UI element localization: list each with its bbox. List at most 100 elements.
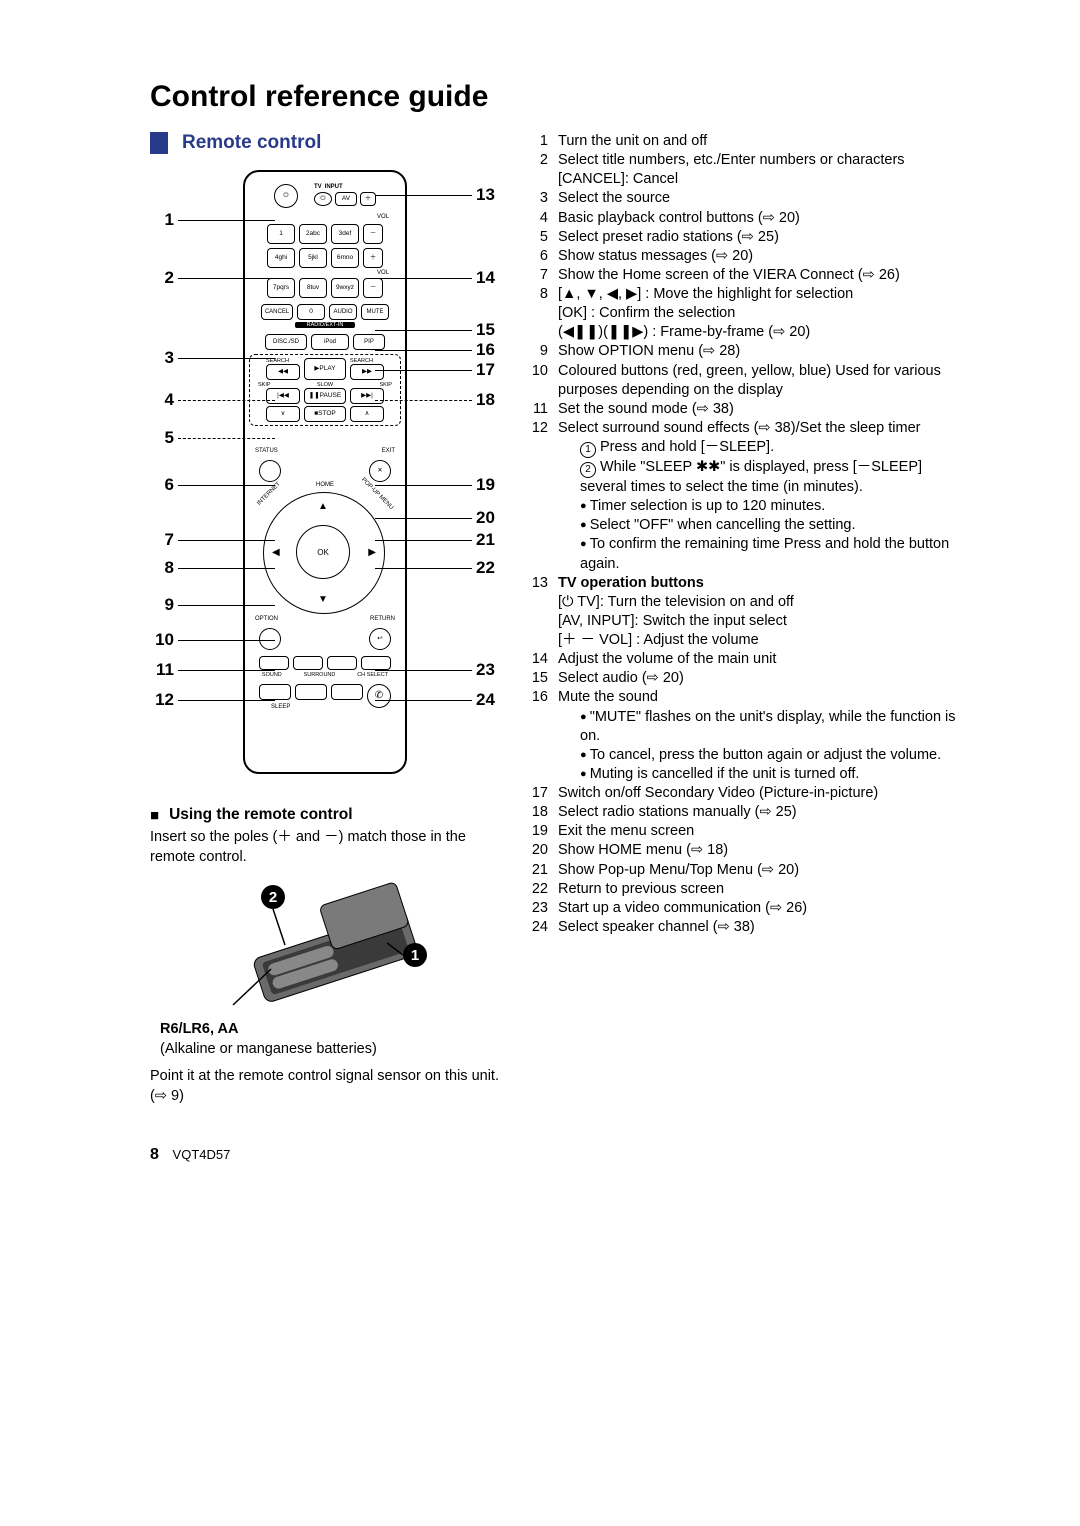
av-button: AV <box>335 192 357 206</box>
page-number: 8 <box>150 1146 159 1163</box>
def-text-20: Show HOME menu (⇨ 18) <box>558 841 960 860</box>
svg-text:2: 2 <box>269 889 277 906</box>
def-extra: (◀❚❚)(❚❚▶) : Frame-by-frame (⇨ 20) <box>558 323 960 342</box>
key-5: 5jkl <box>299 248 327 268</box>
callout-21: 21 <box>476 530 500 550</box>
callout-23: 23 <box>476 660 500 680</box>
def-extra: [⏻ TV]: Turn the television on and off <box>558 593 960 612</box>
def-text-10: Coloured buttons (red, green, yellow, bl… <box>558 362 960 400</box>
square-bullet-icon: ■ <box>150 807 159 824</box>
pause-button: ❚❚PAUSE <box>304 388 346 404</box>
callout-19: 19 <box>476 475 500 495</box>
callout-line-16 <box>375 350 472 351</box>
up-arrow-icon: ▲ <box>318 501 328 512</box>
def-text-17: Switch on/off Secondary Video (Picture-i… <box>558 784 960 803</box>
def-num-15: 15 <box>530 669 558 688</box>
def-item-9: Show OPTION menu (⇨ 28) <box>558 342 960 361</box>
def-num-10: 10 <box>530 362 558 400</box>
pip-button: PIP <box>353 334 385 350</box>
def-item-1: Turn the unit on and off <box>558 132 960 151</box>
def-num-16: 16 <box>530 688 558 784</box>
def-num-8: 8 <box>530 285 558 342</box>
callout-22: 22 <box>476 558 500 578</box>
option-button <box>259 628 281 650</box>
preset-down: ∨ <box>266 406 300 422</box>
callout-7: 7 <box>150 530 174 550</box>
def-text-23: Start up a video communication (⇨ 26) <box>558 899 960 918</box>
def-num-1: 1 <box>530 132 558 151</box>
callout-line-9 <box>178 605 275 606</box>
key-3: 3def <box>331 224 359 244</box>
rew-button: ◀◀ <box>266 364 300 380</box>
def-item-13: TV operation buttons[⏻ TV]: Turn the tel… <box>558 574 960 651</box>
status-label: STATUS <box>255 448 278 454</box>
def-item-20: Show HOME menu (⇨ 18) <box>558 841 960 860</box>
mute-button: MUTE <box>361 304 389 320</box>
callout-line-17 <box>375 370 472 371</box>
disc-button: DISC./SD <box>265 334 307 350</box>
def-text-12: Select surround sound effects (⇨ 38)/Set… <box>558 419 960 438</box>
def-text-6: Show status messages (⇨ 20) <box>558 247 960 266</box>
def-num-3: 3 <box>530 189 558 208</box>
def-extra: [AV, INPUT]: Switch the input select <box>558 612 960 631</box>
key-4: 4ghi <box>267 248 295 268</box>
def-text-22: Return to previous screen <box>558 880 960 899</box>
def-item-14: Adjust the volume of the main unit <box>558 650 960 669</box>
key-0: 0 <box>297 304 325 320</box>
def-item-5: Select preset radio stations (⇨ 25) <box>558 228 960 247</box>
battery-code: R6/LR6, AA <box>160 1021 377 1037</box>
tv-vol-up: ＋ <box>360 192 376 206</box>
option-label: OPTION <box>255 616 278 622</box>
using-title: Using the remote control <box>169 806 352 824</box>
def-num-9: 9 <box>530 342 558 361</box>
audio-button: AUDIO <box>329 304 357 320</box>
key-2: 2abc <box>299 224 327 244</box>
def-text-3: Select the source <box>558 189 960 208</box>
def-num-2: 2 <box>530 151 558 189</box>
main-vol-down: － <box>363 278 383 298</box>
def-text-15: Select audio (⇨ 20) <box>558 669 960 688</box>
callout-20: 20 <box>476 508 500 528</box>
key-8: 8tuv <box>299 278 327 298</box>
left-column: Remote control ⏻ TV INPUT <box>150 132 500 1106</box>
def-item-12: Select surround sound effects (⇨ 38)/Set… <box>558 419 960 574</box>
callout-line-18 <box>375 400 472 401</box>
def-num-17: 17 <box>530 784 558 803</box>
def-extra: [OK] : Confirm the selection <box>558 304 960 323</box>
nav-ring: INTERNET POP-UP MENU OK ▲ ▼ ◀ ▶ <box>263 492 385 614</box>
def-text-19: Exit the menu screen <box>558 822 960 841</box>
right-arrow-icon: ▶ <box>368 547 376 558</box>
def-bullet: Timer selection is up to 120 minutes. <box>558 497 960 516</box>
def-num-23: 23 <box>530 899 558 918</box>
skip-label-r: SKIP <box>379 382 392 388</box>
def-text-14: Adjust the volume of the main unit <box>558 650 960 669</box>
def-num-7: 7 <box>530 266 558 285</box>
def-text-9: Show OPTION menu (⇨ 28) <box>558 342 960 361</box>
ipod-button: iPod <box>311 334 349 350</box>
yellow-button <box>327 656 357 670</box>
def-item-17: Switch on/off Secondary Video (Picture-i… <box>558 784 960 803</box>
down-arrow-icon: ▼ <box>318 594 328 605</box>
callout-3: 3 <box>150 348 174 368</box>
page: Control reference guide Remote control ⏻ <box>0 0 1080 1204</box>
def-item-18: Select radio stations manually (⇨ 25) <box>558 803 960 822</box>
key-6: 6mno <box>331 248 359 268</box>
callout-line-4 <box>178 400 275 401</box>
callout-24: 24 <box>476 690 500 710</box>
fwd-button: ▶▶ <box>350 364 384 380</box>
callout-line-1 <box>178 220 275 221</box>
definitions-list: 1Turn the unit on and off2Select title n… <box>530 132 960 937</box>
callout-2: 2 <box>150 268 174 288</box>
def-num-20: 20 <box>530 841 558 860</box>
callout-11: 11 <box>150 660 174 680</box>
def-bullet: To cancel, press the button again or adj… <box>558 746 960 765</box>
def-bullet: Select "OFF" when cancelling the setting… <box>558 516 960 535</box>
blue-button <box>361 656 391 670</box>
callout-4: 4 <box>150 390 174 410</box>
def-text-16: Mute the sound <box>558 688 960 707</box>
def-num-6: 6 <box>530 247 558 266</box>
callout-6: 6 <box>150 475 174 495</box>
callout-line-6 <box>178 485 275 486</box>
right-column: 1Turn the unit on and off2Select title n… <box>530 132 960 1106</box>
def-num-24: 24 <box>530 918 558 937</box>
